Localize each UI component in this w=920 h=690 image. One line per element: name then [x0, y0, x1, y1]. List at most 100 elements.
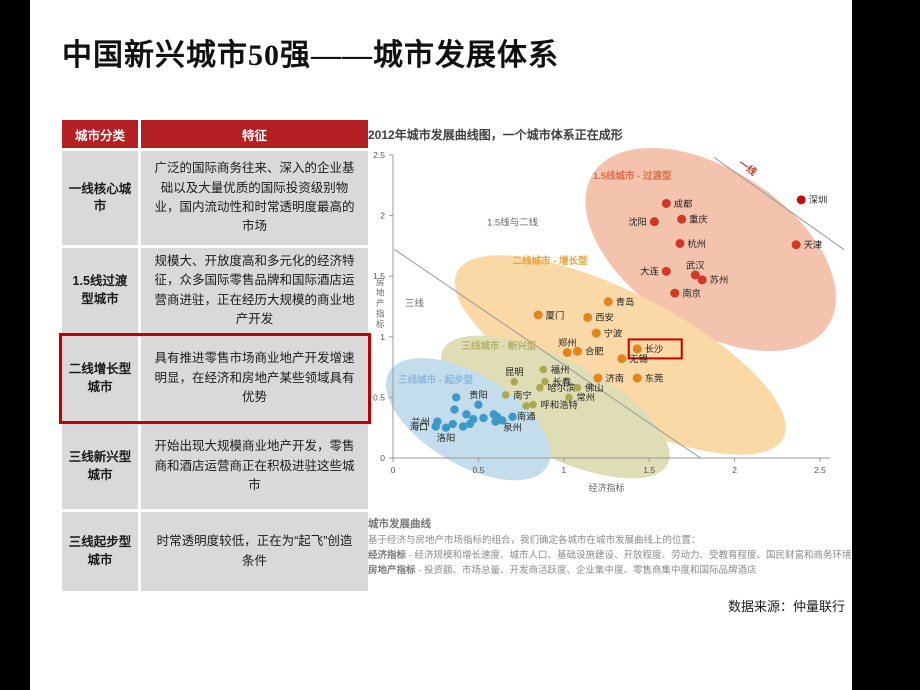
city-point: [591, 328, 601, 338]
city-point: [690, 270, 700, 280]
city-point: [431, 422, 440, 431]
category-cell: 1.5线过渡型城市: [62, 248, 138, 333]
city-point: [603, 297, 613, 307]
feature-cell: 广泛的国际商务往来、深入的企业基础以及大量优质的国际投资级别物业，国内流动性和时…: [141, 151, 368, 245]
feature-cell: 开始出现大规模商业地产开发，零售商和酒店运营商正在积极进驻这些城市: [141, 424, 368, 509]
city-point: [529, 400, 537, 409]
cluster-label: 三线城市 - 起步型: [398, 374, 473, 386]
city-point: [498, 416, 507, 425]
city-point: [451, 393, 461, 402]
notes-heading: 城市发展曲线: [368, 518, 431, 530]
city-point: [632, 373, 642, 383]
city-point: [539, 365, 548, 374]
city-point: [458, 422, 468, 431]
city-point: [479, 413, 488, 423]
city-point: [661, 198, 671, 208]
city-label: 佛山: [585, 382, 604, 393]
city-point: [632, 344, 642, 354]
city-label: 天津: [804, 240, 823, 250]
header-feature: 特征: [141, 120, 368, 148]
city-label: 无锡: [629, 354, 648, 364]
city-point: [670, 288, 680, 298]
y-tick-label: 1.5: [373, 271, 385, 281]
city-label: 重庆: [689, 214, 708, 225]
city-point: [562, 348, 572, 358]
city-point: [541, 377, 549, 386]
city-point: [573, 383, 582, 392]
city-point: [593, 373, 603, 383]
city-label: 武汉: [686, 259, 705, 270]
cluster-label: 二线城市 - 增长型: [513, 255, 588, 267]
x-tick-label: 0: [391, 465, 396, 475]
city-point: [791, 240, 801, 250]
boundary-line: [713, 157, 845, 250]
cluster-ellipse: [440, 335, 670, 479]
re-indicator-detail: - 投资额、市场总量、开发商活跃度、企业集中度、零售商集中度和国际品牌酒店: [415, 565, 757, 577]
city-label: 成都: [674, 198, 693, 209]
city-label: 长春: [553, 376, 572, 387]
city-label: 济南: [605, 372, 624, 383]
notes-intro: 基于经济与房地产市场指标的组合，我们确定各城市在城市发展曲线上的位置：: [368, 534, 701, 546]
x-tick-label: 1.5: [643, 465, 655, 475]
city-label: 厦门: [546, 309, 565, 320]
y-tick-label: 2: [380, 211, 385, 221]
city-label: 东莞: [645, 372, 664, 383]
city-label: 泉州: [503, 421, 522, 432]
header-category: 城市分类: [62, 120, 138, 148]
boundary-line: [394, 249, 701, 459]
city-label: 大连: [640, 266, 659, 277]
table-row: 1.5线过渡型城市 规模大、开放度高和多元化的经济特征，众多国际零售品牌和国际酒…: [62, 248, 368, 333]
cluster-label: 三线城市 - 新兴型: [461, 340, 536, 352]
city-point: [565, 393, 573, 402]
city-point: [675, 238, 685, 248]
city-label: 宁波: [604, 327, 623, 338]
city-label: 合肥: [585, 346, 604, 357]
city-label: 南通: [517, 410, 536, 421]
econ-indicator-lead: 经济指标: [368, 549, 407, 561]
city-point: [583, 312, 593, 322]
city-point: [441, 423, 451, 432]
city-label: 贵阳: [469, 389, 488, 400]
city-point: [450, 405, 459, 414]
city-point: [462, 410, 471, 419]
city-label: 海口: [410, 421, 429, 432]
city-label: 郑州: [558, 337, 577, 348]
development-curve-chart: 2012年城市发展曲线图，一个城市体系正在成形 一线 1.5线与二线 三线 1.5线城…: [368, 126, 854, 578]
city-point: [617, 354, 627, 364]
city-label: 常州: [576, 392, 595, 403]
cluster-ellipse: [385, 358, 551, 481]
chart-notes: 城市发展曲线 基于经济与房地产市场指标的组合，我们确定各城市在城市发展曲线上的位…: [368, 516, 854, 578]
city-point: [474, 400, 483, 409]
city-label: 昆明: [505, 367, 524, 377]
y-tick-label: 0: [380, 453, 385, 463]
city-label: 南宁: [513, 389, 532, 400]
city-point: [465, 419, 475, 429]
city-point: [677, 214, 687, 224]
chart-title: 2012年城市发展曲线图，一个城市体系正在成形: [368, 128, 623, 142]
x-tick-label: 2: [732, 465, 737, 475]
x-tick-label: 1: [561, 465, 566, 475]
city-point: [649, 217, 659, 227]
feature-cell: 具有推进零售市场商业地产开发增速明显，在经济和房地产某些领域具有优势: [141, 336, 368, 421]
city-label: 长沙: [645, 343, 664, 354]
table-row: 一线核心城市 广泛的国际商务往来、深入的企业基础以及大量优质的国际投资级别物业，…: [62, 151, 368, 245]
city-label: 南京: [682, 287, 701, 298]
city-point: [572, 346, 582, 356]
city-point: [510, 377, 519, 386]
city-point: [796, 195, 806, 205]
notes-re-line: 房地产指标 - 投资额、市场总量、开发商活跃度、企业集中度、零售商集中度和国际品…: [368, 563, 854, 578]
x-tick-label: 0.5: [472, 465, 484, 475]
feature-cell: 规模大、开放度高和多元化的经济特征，众多国际零售品牌和国际酒店运营商进驻，正在经…: [141, 248, 368, 333]
table-header-row: 城市分类 特征: [62, 120, 368, 148]
city-point: [448, 419, 457, 429]
city-point: [533, 310, 543, 320]
x-axis-label: 经济指标: [588, 482, 624, 493]
city-point: [661, 266, 671, 276]
left-black-bar: [0, 0, 30, 690]
page-title: 中国新兴城市50强——城市发展体系: [62, 39, 559, 72]
feature-cell: 时常透明度较低，正在为“起飞”创造条件: [141, 512, 368, 591]
category-cell: 一线核心城市: [62, 151, 138, 245]
cluster-label: 1.5线城市 - 过渡型: [593, 170, 672, 182]
tier-line-label: 三线: [405, 298, 425, 310]
